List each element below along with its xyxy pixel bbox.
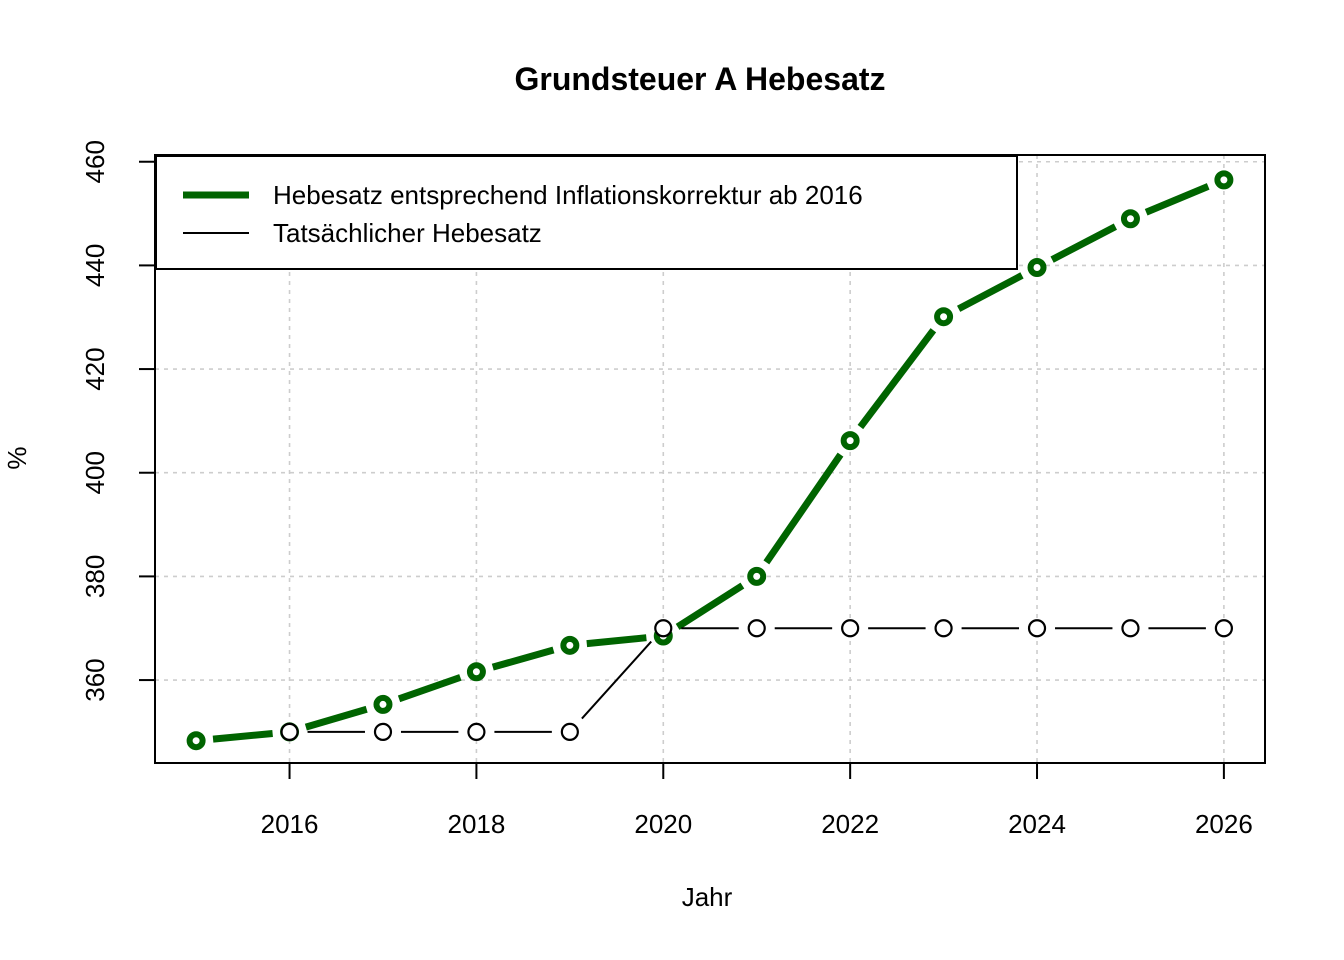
series-line-segment — [763, 452, 844, 565]
series-line-segment — [956, 272, 1024, 312]
series-layer — [186, 170, 1234, 751]
x-tick-label: 2022 — [821, 809, 879, 839]
series-line-segment — [675, 582, 745, 630]
data-point-marker — [841, 619, 860, 638]
y-tick-label: 380 — [80, 555, 110, 598]
series-line-segment — [586, 634, 647, 648]
series-inflation — [186, 170, 1234, 751]
data-point-marker — [747, 619, 766, 638]
chart-title: Grundsteuer A Hebesatz — [514, 61, 885, 97]
data-point-marker — [654, 619, 673, 638]
series-line-segment — [304, 705, 368, 731]
series-line-segment — [491, 646, 555, 671]
y-tick-label: 360 — [80, 658, 110, 701]
data-point-marker — [560, 722, 579, 742]
data-point-marker — [280, 722, 299, 742]
x-tick-label: 2024 — [1008, 809, 1066, 839]
axis-layer: 2016 2018 2020 2022 2024 2026 360 380 400 420 440 4… — [80, 140, 1253, 839]
data-point-marker — [934, 619, 953, 638]
data-point-marker — [186, 731, 206, 751]
series-line-segment — [581, 640, 652, 720]
legend: Hebesatz entsprechend Inflationskorrektu… — [155, 155, 1018, 270]
series-line-segment — [857, 328, 937, 430]
data-point-marker — [840, 431, 860, 451]
data-point-marker — [466, 662, 486, 682]
data-point-marker — [1121, 619, 1140, 638]
y-axis-title: % — [2, 446, 32, 469]
data-point-marker — [747, 566, 767, 586]
series-line-segment — [212, 730, 273, 743]
x-tick-label: 2026 — [1195, 809, 1253, 839]
data-point-marker — [934, 307, 954, 327]
legend-label-inflation: Hebesatz entsprechend Inflationskorrektu… — [273, 180, 863, 210]
series-line-segment — [1144, 183, 1210, 216]
y-tick-label: 420 — [80, 347, 110, 390]
legend-label-actual: Tatsächlicher Hebesatz — [273, 218, 542, 248]
data-point-marker — [1214, 170, 1234, 190]
data-point-marker — [1027, 619, 1047, 638]
data-point-marker — [1027, 257, 1047, 277]
series-actual — [280, 619, 1233, 742]
legend-box — [155, 155, 1018, 270]
series-line-segment — [397, 674, 462, 703]
data-point-marker — [373, 722, 393, 742]
data-point-marker — [1214, 619, 1233, 638]
x-tick-label: 2018 — [447, 809, 505, 839]
y-tick-label: 400 — [80, 451, 110, 494]
x-tick-label: 2016 — [261, 809, 319, 839]
data-point-marker — [467, 722, 486, 742]
series-line-segment — [1050, 223, 1117, 263]
data-point-marker — [373, 694, 393, 714]
data-point-marker — [560, 635, 580, 655]
x-tick-label: 2020 — [634, 809, 692, 839]
y-tick-label: 440 — [80, 244, 110, 287]
y-tick-label: 460 — [80, 140, 110, 183]
data-point-marker — [1120, 209, 1140, 229]
x-axis-title: Jahr — [682, 882, 733, 912]
